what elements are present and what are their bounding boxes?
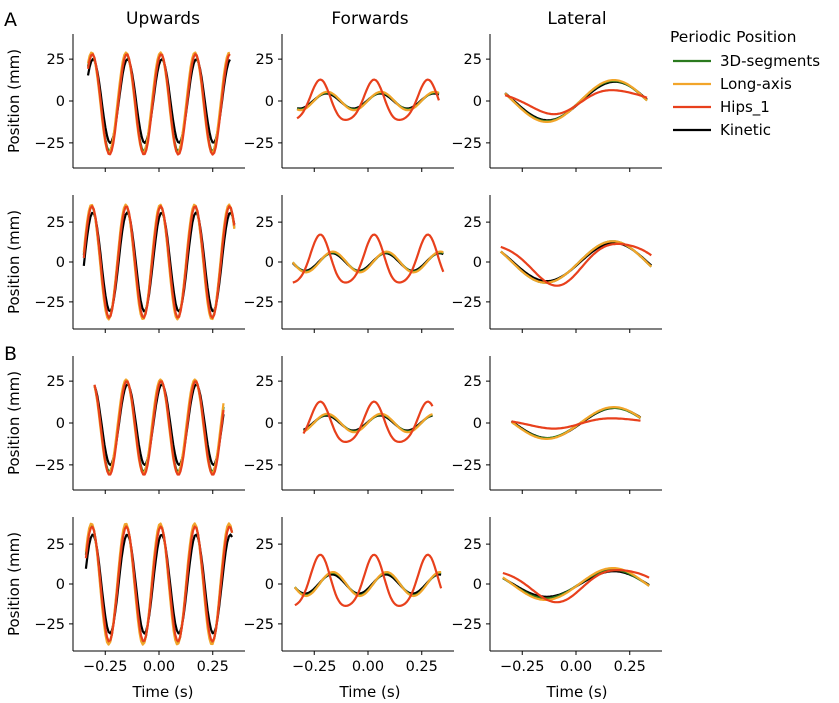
- panel-r1-c3: −25 0 25: [451, 34, 662, 172]
- column-title-upwards: Upwards: [126, 9, 200, 29]
- panel-r2-c2: −25 0 25: [243, 195, 454, 333]
- y-tick-label: −25: [34, 617, 65, 633]
- legend: Periodic Position 3D-segments Long-axis …: [670, 28, 820, 139]
- y-tick-label: 0: [265, 94, 274, 110]
- y-axis-label-row-1: Position (mm): [5, 49, 23, 153]
- y-tick-label: −25: [243, 295, 274, 311]
- x-tick-label: 0.00: [352, 659, 384, 675]
- y-axis-label-row-4: Position (mm): [5, 532, 23, 636]
- y-tick-label: −25: [451, 617, 482, 633]
- y-tick-label: 0: [473, 577, 482, 593]
- series-line-long-axis: [296, 90, 440, 112]
- y-tick-label: −25: [243, 617, 274, 633]
- x-tick-label: 0.00: [560, 659, 592, 675]
- series-line-hips-1: [93, 380, 225, 476]
- panel-r1-c1: −25 0 25: [34, 34, 245, 172]
- series-line-kinetic: [84, 533, 234, 635]
- y-tick-label: −25: [451, 458, 482, 474]
- series-line-hips-1: [502, 568, 650, 604]
- y-tick-label: 25: [256, 215, 274, 231]
- x-tick-label: 0.25: [406, 659, 438, 675]
- legend-label-hips-1: Hips_1: [720, 98, 770, 117]
- y-tick-label: 25: [256, 52, 274, 68]
- x-axis-label-col-1: Time (s): [132, 683, 194, 701]
- series-line-long-axis: [504, 78, 648, 124]
- x-axis-label-col-3: Time (s): [546, 683, 608, 701]
- y-tick-label: 0: [56, 255, 65, 271]
- y-tick-label: 25: [256, 537, 274, 553]
- panel-r3-c3: −25 0 25: [451, 356, 662, 494]
- x-tick-label: 0.25: [197, 659, 229, 675]
- y-tick-label: 25: [47, 215, 65, 231]
- legend-label-long-axis: Long-axis: [720, 75, 792, 93]
- y-tick-label: 0: [56, 577, 65, 593]
- x-axis-label-col-2: Time (s): [339, 683, 401, 701]
- series-line-kinetic: [86, 57, 231, 144]
- y-axis-label-row-2: Position (mm): [5, 210, 23, 314]
- y-tick-label: 25: [464, 537, 482, 553]
- series-line-long-axis: [291, 250, 444, 274]
- panel-r1-c2: −25 0 25: [243, 34, 454, 172]
- panel-r3-c1: −25 0 25: [34, 356, 245, 494]
- panel-label-b: B: [4, 343, 17, 365]
- x-tick-label: 0.00: [143, 659, 175, 675]
- panels: −25 0 25 −25 0 25 −25 0 25 −25 0 25 −25 0 25 −25 0 25 −25 0…: [34, 34, 662, 675]
- series-line-hips-1: [82, 205, 236, 319]
- x-tick-label: 0.25: [614, 659, 646, 675]
- y-tick-label: 25: [256, 374, 274, 390]
- y-tick-label: 0: [56, 416, 65, 432]
- y-tick-label: 0: [265, 416, 274, 432]
- y-tick-label: 25: [464, 52, 482, 68]
- y-tick-label: −25: [451, 295, 482, 311]
- y-tick-label: 0: [473, 94, 482, 110]
- y-tick-label: −25: [243, 136, 274, 152]
- panel-r4-c2: −25 0 25 −0.25 0.00 0.25: [243, 517, 454, 675]
- column-title-forwards: Forwards: [331, 9, 408, 29]
- series-line-hips-1: [296, 78, 440, 122]
- y-tick-label: 0: [56, 94, 65, 110]
- y-tick-label: 0: [473, 416, 482, 432]
- y-tick-label: −25: [243, 458, 274, 474]
- y-tick-label: 0: [265, 255, 274, 271]
- y-tick-label: 25: [47, 374, 65, 390]
- series-line-hips-1: [84, 525, 234, 643]
- legend-label-kinetic: Kinetic: [720, 121, 771, 139]
- panel-label-a: A: [4, 9, 17, 31]
- panel-r4-c3: −25 0 25 −0.25 0.00 0.25: [451, 517, 662, 675]
- y-tick-label: −25: [451, 136, 482, 152]
- series-line-hips-1: [86, 53, 231, 156]
- y-tick-label: 25: [47, 52, 65, 68]
- column-title-lateral: Lateral: [547, 9, 606, 29]
- y-tick-label: −25: [34, 295, 65, 311]
- y-axis-label-row-3: Position (mm): [5, 371, 23, 475]
- series-line-kinetic: [82, 211, 236, 313]
- y-tick-label: −25: [34, 458, 65, 474]
- y-tick-label: 25: [464, 374, 482, 390]
- series-line-hips-1: [500, 242, 652, 287]
- series-line-hips-1: [294, 553, 443, 608]
- series-line-hips-1: [504, 89, 648, 116]
- panel-r4-c1: −25 0 25 −0.25 0.00 0.25: [34, 517, 245, 675]
- panel-r3-c2: −25 0 25: [243, 356, 454, 494]
- series-line-long-axis: [510, 406, 642, 440]
- y-tick-label: 25: [464, 215, 482, 231]
- legend-title: Periodic Position: [670, 28, 796, 46]
- y-tick-label: 0: [265, 577, 274, 593]
- legend-label-3d-segments: 3D-segments: [720, 52, 820, 70]
- x-tick-label: −0.25: [292, 659, 336, 675]
- panel-r2-c1: −25 0 25: [34, 195, 245, 333]
- x-tick-label: −0.25: [500, 659, 544, 675]
- y-tick-label: 25: [47, 537, 65, 553]
- series-line-long-axis: [294, 570, 442, 598]
- x-tick-label: −0.25: [83, 659, 127, 675]
- y-tick-label: −25: [34, 136, 65, 152]
- series-line-hips-1: [511, 417, 641, 430]
- panel-r2-c3: −25 0 25: [451, 195, 662, 333]
- series-line-hips-1: [292, 233, 445, 284]
- series-line-hips-1: [302, 400, 434, 443]
- series-line-3d-segments: [504, 79, 648, 123]
- y-tick-label: 0: [473, 255, 482, 271]
